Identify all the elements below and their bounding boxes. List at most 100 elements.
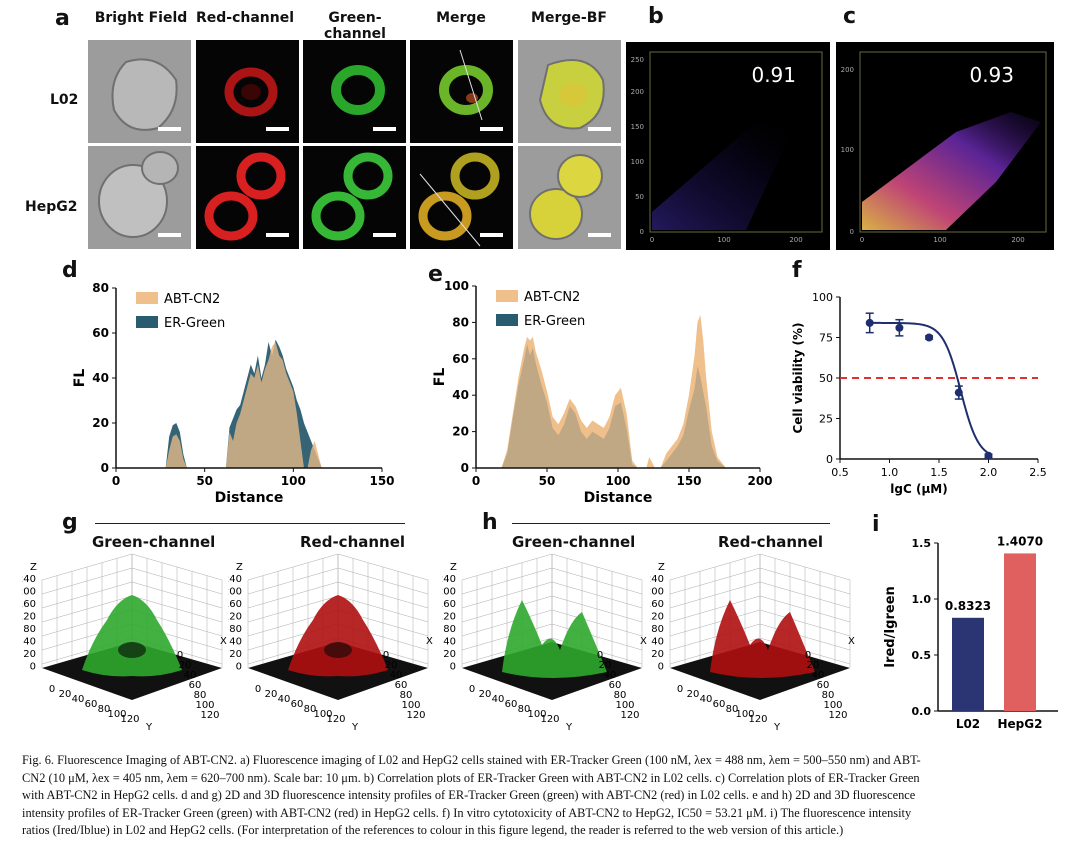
y-tick-label: 100 [812,291,833,304]
y-axis-label: Y [145,722,153,733]
panel-g-divider [95,523,405,524]
x-tick-label: 50 [539,474,556,488]
x-tick: 200 [789,236,802,244]
x-tick-label: 100 [615,700,634,711]
x-tick-label: 20 [599,660,612,671]
data-point [925,333,934,342]
x-tick-label: 0 [472,474,480,488]
y-tick-label: 1.0 [912,593,932,606]
data-point [895,323,904,332]
merge-bf-cell-image [529,154,603,240]
area-series-overlay [476,315,760,468]
x-tick-label: 150 [369,474,394,488]
panel-i-label: i [872,512,880,537]
legend-label: ABT-CN2 [164,292,220,307]
y-tick-label: 60 [291,699,304,710]
z-tick-label: 80 [229,624,242,635]
y-tick-label: 20 [59,689,72,700]
z-tick-label: 20 [229,649,242,660]
intensity-ratio-chart: 0.0 0.5 1.0 1.5 0.8323 L02 1.4070 HepG2 Ired/Igr… [883,534,1058,731]
panel-h-divider [512,523,830,524]
y-tick-label: 80 [518,704,531,715]
correlation-plot-svg: 0.91 0 50 100 150 200 250 0 100 200 [631,51,823,244]
x-tick-label: 120 [620,710,639,721]
surface-title-green: Green-channel [92,533,216,551]
x-tick-label: 80 [400,690,413,701]
y-tick-label: 20 [479,689,492,700]
micrograph-l02-bright-field [88,40,191,143]
panel-f-label: f [792,258,802,283]
y-tick-label: 50 [819,372,833,385]
scale-bar [158,233,181,237]
x-tick-label: 2.5 [1029,466,1047,479]
x-tick-label: 0 [383,650,389,661]
x-tick-label: 2.0 [980,466,998,479]
y-tick-label: 0 [469,684,475,695]
panel-b-label: b [648,4,664,29]
x-tick-label: 0 [177,650,183,661]
x-axis-label: X [220,636,227,647]
surface-peak [82,595,182,677]
y-tick-label: 1.5 [912,537,932,550]
y-tick-label: 100 [107,709,126,720]
legend-swatch [136,292,158,304]
scatter-density [652,122,796,230]
y-tick-label: 60 [92,326,109,340]
x-tick-label: 60 [189,680,202,691]
legend-label: ER-Green [164,316,225,331]
z-tick-label: 80 [651,624,664,635]
x-tick-label: 50 [196,474,213,488]
panel-a-label: a [55,6,70,31]
y-tick-label: 100 [735,709,754,720]
grid-line [461,553,553,581]
caption-line: ratios (Ired/Iblue) in L02 and HepG2 cel… [22,823,844,837]
x-tick-label: 0.5 [831,466,849,479]
x-axis-label: Distance [215,490,284,506]
y-tick: 50 [635,193,644,201]
y-tick-label: 25 [819,413,833,426]
legend-label: ER-Green [524,314,585,329]
x-tick-label: 80 [822,690,835,701]
y-tick-label: 0 [826,453,833,466]
y-tick: 0 [850,228,854,236]
x-tick-label: 120 [406,710,425,721]
surface-plot-l02-green: Z240200160120804020001202010040806060804… [22,553,227,733]
x-tick: 100 [933,236,946,244]
y-tick-label: 40 [452,388,469,402]
data-point [954,388,963,397]
z-axis-label: Z [658,562,665,573]
x-tick-label: 40 [812,670,825,681]
y-tick-label: 40 [700,694,713,705]
y-tick: 150 [631,123,644,131]
x-axis-label: X [640,636,647,647]
y-tick: 100 [631,158,644,166]
x-tick-label: 100 [195,700,214,711]
y-tick-label: 100 [313,709,332,720]
y-tick-label: 40 [92,371,109,385]
z-tick-label: 40 [651,637,664,648]
legend-swatch [496,290,518,302]
z-tick-label: 200 [228,587,242,598]
row-label-l02: L02 [50,92,79,108]
micrograph-l02-green-channel [303,40,406,143]
x-tick-label: 100 [823,700,842,711]
x-axis-label: X [426,636,433,647]
y-tick-label: 0 [101,461,109,475]
surface-title-green: Green-channel [512,533,636,551]
y-tick-label: 120 [326,714,345,725]
y-axis-label: Cell viability (%) [791,322,805,433]
y-tick-label: 100 [527,709,546,720]
micrograph-hepg2-bright-field [88,146,191,249]
surface-peak [710,600,815,678]
red-cell-image [204,152,286,241]
x-tick-label: 120 [828,710,847,721]
green-cell-image [331,65,385,115]
surface-peak [502,600,607,678]
y-tick: 200 [631,88,644,96]
y-axis-label: Y [351,722,359,733]
z-tick-label: 40 [229,637,242,648]
y-tick-label: 120 [120,714,139,725]
z-tick-label: 120 [22,612,36,623]
z-tick-label: 240 [22,574,36,585]
x-tick-label: 100 [605,474,630,488]
